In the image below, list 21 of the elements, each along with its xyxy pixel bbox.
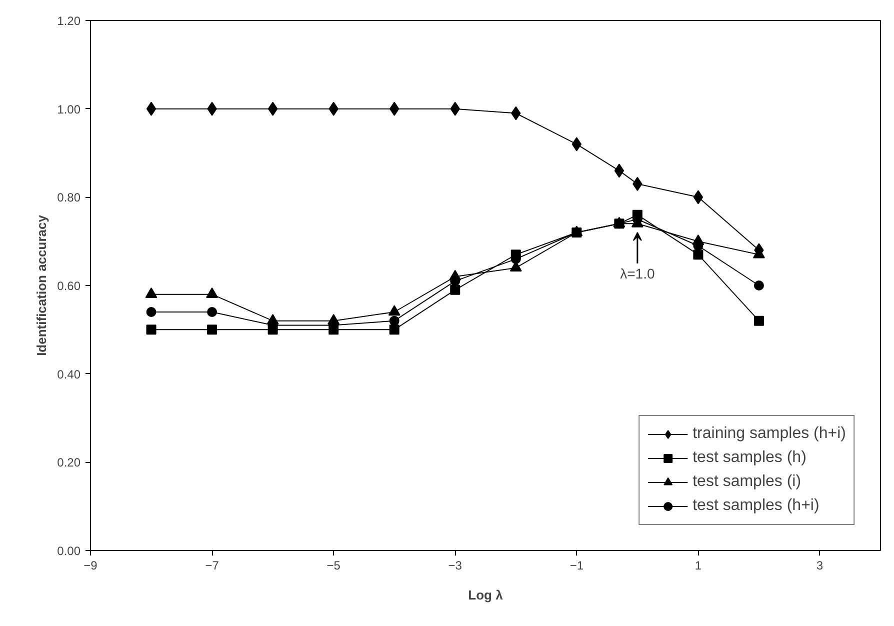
x-tick-label: −9	[84, 558, 98, 572]
y-tick-label: 0.80	[57, 190, 81, 205]
x-tick-label: −1	[570, 558, 584, 572]
y-tick-label: 0.60	[57, 279, 81, 293]
x-tick-label: 3	[816, 558, 824, 572]
y-tick-label: 0.40	[57, 367, 81, 382]
legend-label: test samples (i)	[692, 473, 802, 491]
legend-label: training samples (h+i)	[692, 425, 846, 443]
y-tick-label: 1.00	[57, 102, 81, 116]
x-tick-label: −7	[205, 558, 220, 572]
x-tick-label: −5	[326, 558, 341, 572]
legend-label: test samples (h)	[692, 449, 806, 467]
x-tick-label: −3	[448, 558, 462, 572]
y-tick-label: 1.20	[57, 14, 81, 28]
y-tick-label: 0.20	[57, 456, 81, 470]
annotation: λ=1.0	[620, 266, 655, 282]
x-tick-label: 1	[694, 558, 702, 572]
y-tick-label: 0.00	[57, 544, 81, 558]
x-axis-title: Log λ	[468, 588, 504, 602]
legend-label: test samples (h+i)	[692, 497, 820, 515]
y-axis-title: Identification accuracy	[34, 214, 50, 356]
